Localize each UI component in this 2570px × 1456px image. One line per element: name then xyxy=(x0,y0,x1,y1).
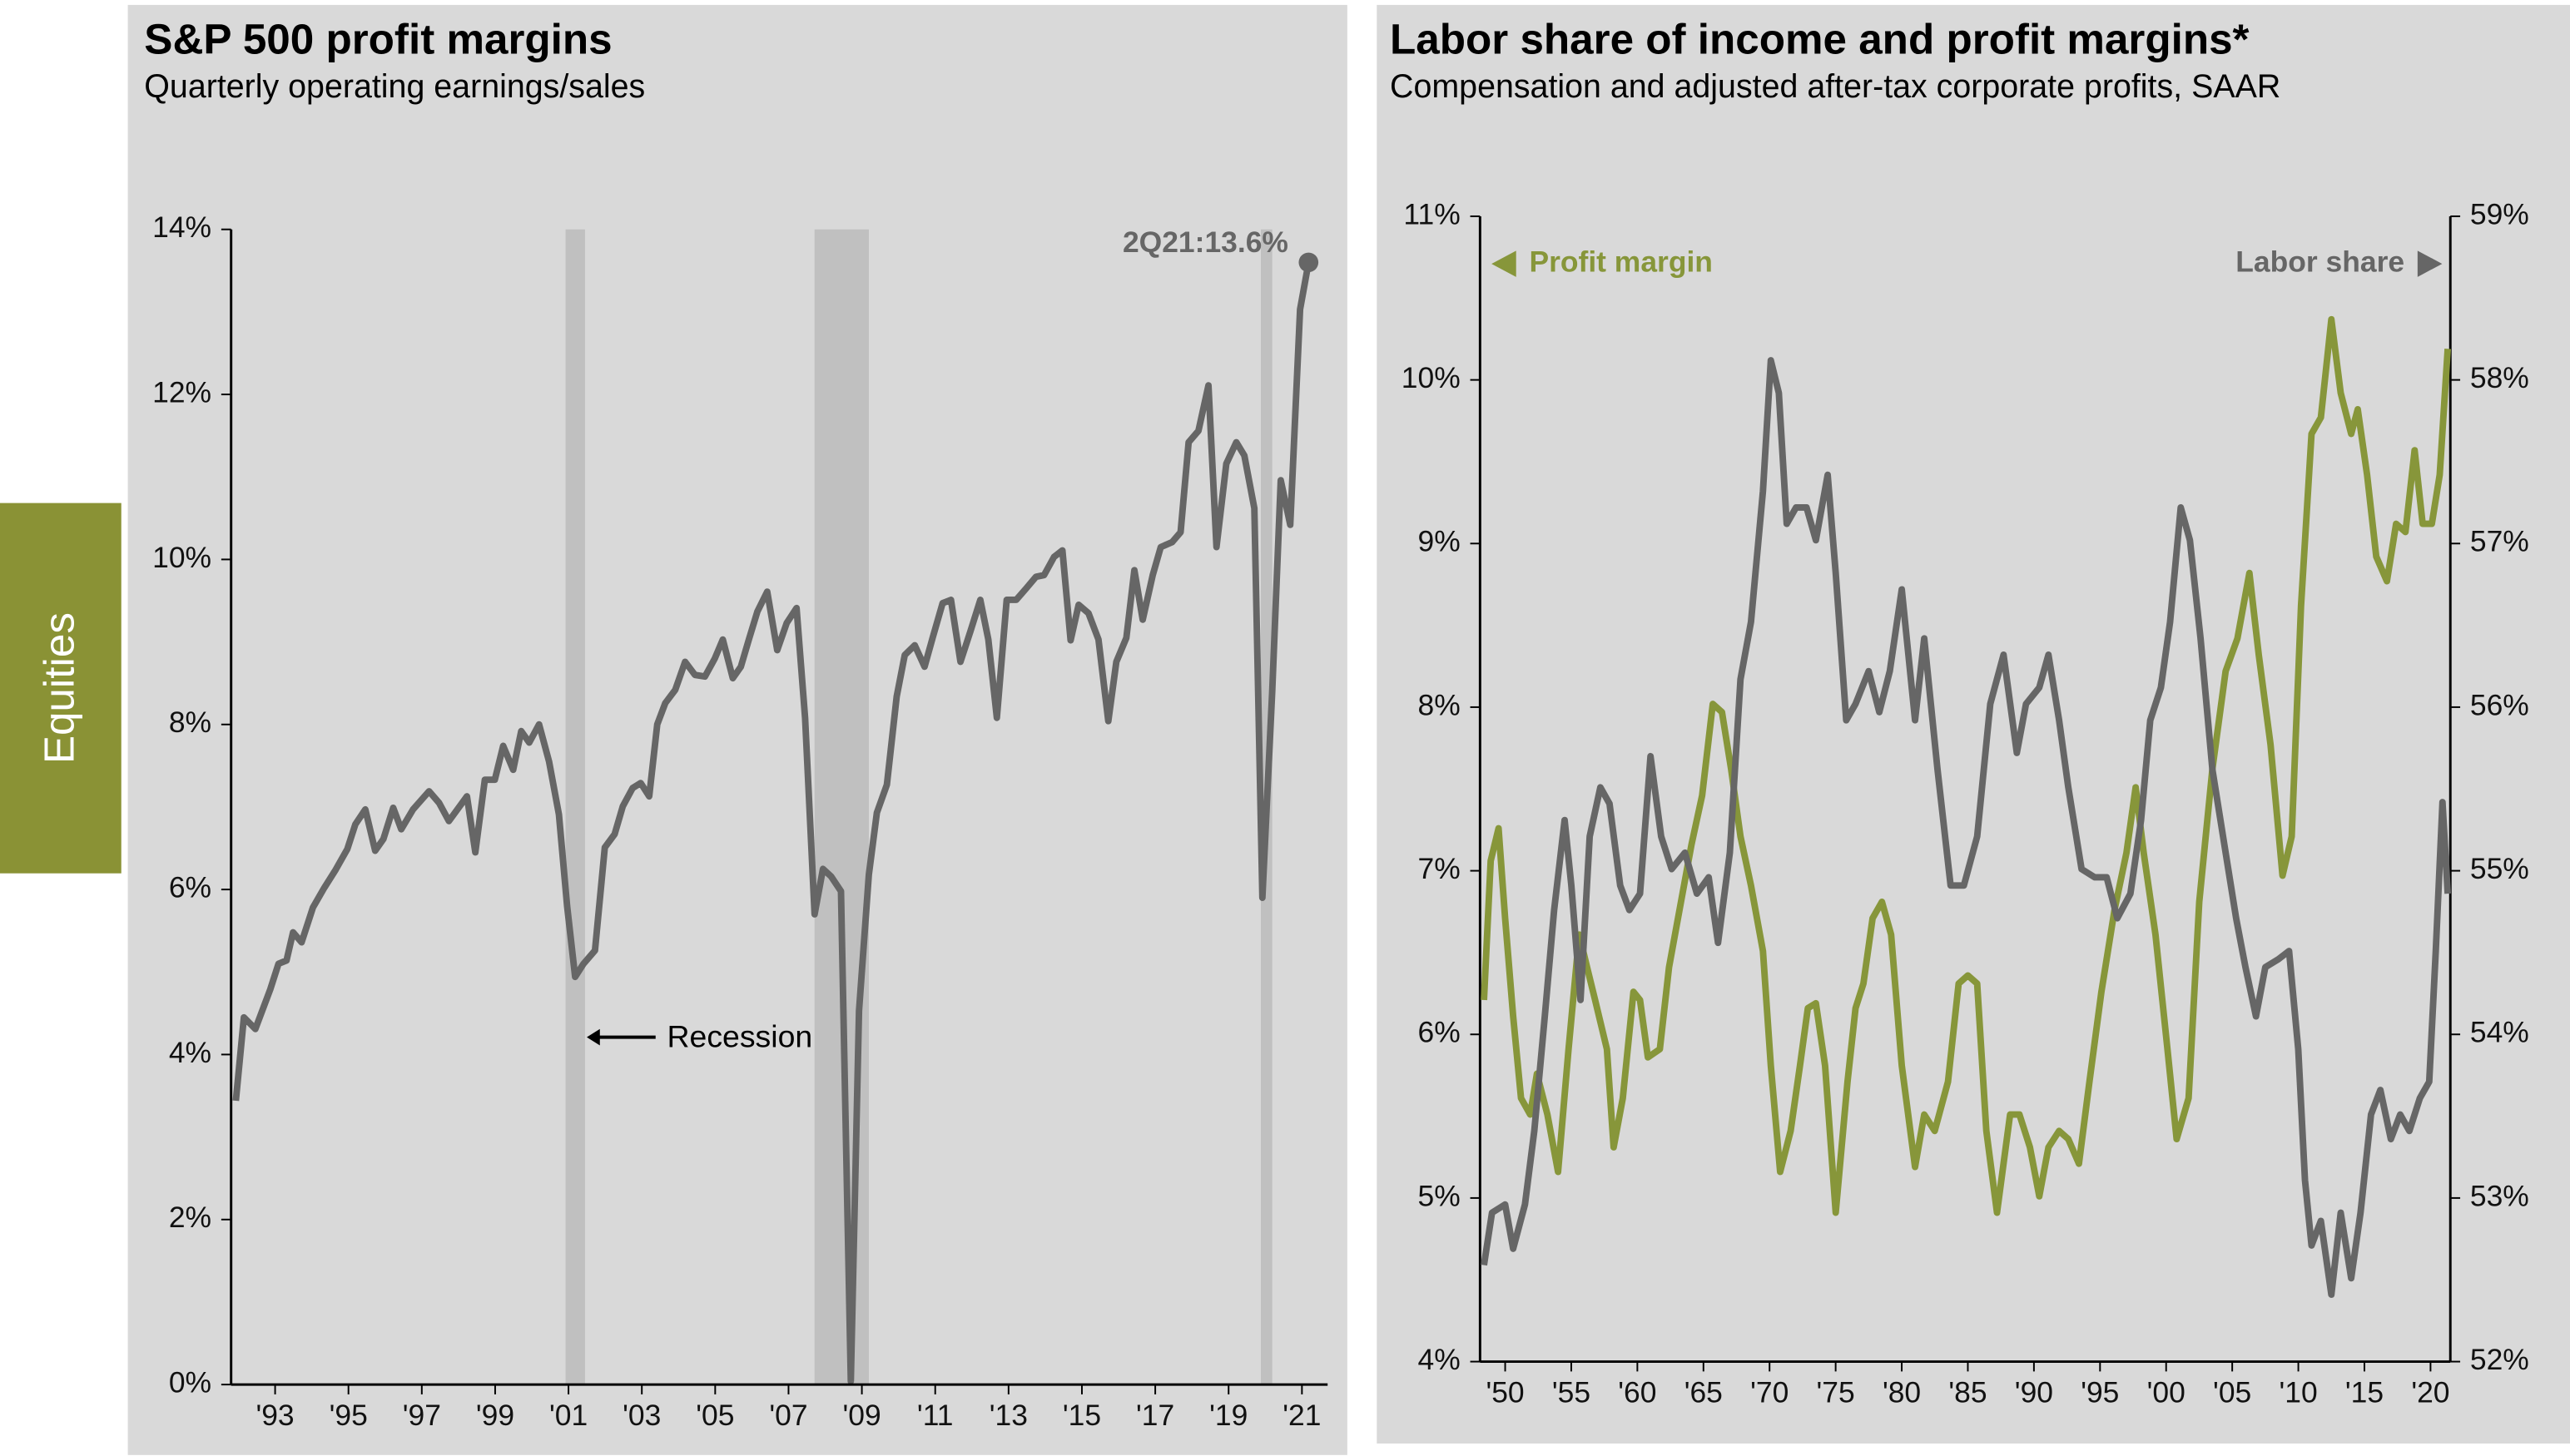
y-tick-label: 6% xyxy=(169,870,211,904)
y-tick-label: 7% xyxy=(1418,852,1461,885)
legend-label: Profit margin xyxy=(1529,245,1713,278)
legend-label: Labor share xyxy=(2235,245,2404,278)
x-tick-label: '20 xyxy=(2411,1375,2449,1409)
y2-tick-label: 56% xyxy=(2470,688,2529,721)
recession-band xyxy=(565,229,585,1385)
panel-right xyxy=(1377,4,2570,1444)
x-tick-label: '13 xyxy=(990,1399,1028,1432)
x-tick-label: '15 xyxy=(1063,1399,1101,1432)
x-tick-label: '09 xyxy=(842,1399,881,1432)
x-tick-label: '97 xyxy=(403,1399,441,1432)
y-tick-label: 9% xyxy=(1418,525,1461,558)
x-tick-label: '00 xyxy=(2147,1375,2185,1409)
x-tick-label: '55 xyxy=(1552,1375,1590,1409)
x-tick-label: '60 xyxy=(1618,1375,1656,1409)
y-tick-label: 8% xyxy=(1418,688,1461,721)
x-tick-label: '70 xyxy=(1750,1375,1789,1409)
y2-tick-label: 58% xyxy=(2470,361,2529,394)
chart-subtitle: Compensation and adjusted after-tax corp… xyxy=(1390,68,2280,105)
chart-subtitle: Quarterly operating earnings/sales xyxy=(144,68,645,105)
x-tick-label: '95 xyxy=(330,1399,368,1432)
y-tick-label: 6% xyxy=(1418,1016,1461,1049)
x-tick-label: '75 xyxy=(1817,1375,1855,1409)
x-tick-label: '93 xyxy=(256,1399,294,1432)
legend-arrow xyxy=(1491,250,1516,277)
annotation: Recession xyxy=(667,1018,813,1053)
end-label: 2Q21:13.6% xyxy=(1123,225,1288,259)
data-line xyxy=(1481,357,2452,1298)
x-tick-label: '85 xyxy=(1948,1375,1987,1409)
y2-tick-label: 53% xyxy=(2470,1179,2529,1212)
data-line xyxy=(1481,315,2452,1216)
y-tick-label: 10% xyxy=(152,541,211,574)
x-tick-label: '01 xyxy=(549,1399,588,1432)
y-tick-label: 8% xyxy=(169,706,211,739)
y-tick-label: 0% xyxy=(169,1365,211,1399)
y2-tick-label: 55% xyxy=(2470,852,2529,885)
recession-band xyxy=(814,229,869,1385)
x-tick-label: '17 xyxy=(1136,1399,1174,1432)
y-tick-label: 12% xyxy=(152,375,211,409)
x-tick-label: '15 xyxy=(2345,1375,2384,1409)
x-tick-label: '90 xyxy=(2015,1375,2053,1409)
y-tick-label: 14% xyxy=(152,210,211,244)
sidebar-label: Equities xyxy=(35,612,82,764)
chart-title: Labor share of income and profit margins… xyxy=(1390,16,2250,63)
sidebar-tab xyxy=(0,503,122,874)
y-tick-label: 5% xyxy=(1418,1179,1461,1212)
x-tick-label: '05 xyxy=(696,1399,734,1432)
x-tick-label: '80 xyxy=(1883,1375,1921,1409)
annotation-arrowhead xyxy=(587,1028,600,1046)
x-tick-label: '07 xyxy=(769,1399,807,1432)
x-tick-label: '19 xyxy=(1209,1399,1248,1432)
legend-arrow xyxy=(2417,250,2443,277)
end-point xyxy=(1298,252,1319,273)
y2-tick-label: 57% xyxy=(2470,525,2529,558)
x-tick-label: '95 xyxy=(2081,1375,2119,1409)
x-tick-label: '99 xyxy=(476,1399,514,1432)
y-tick-label: 4% xyxy=(1418,1343,1461,1376)
y2-tick-label: 54% xyxy=(2470,1016,2529,1049)
x-tick-label: '65 xyxy=(1684,1375,1723,1409)
x-tick-label: '10 xyxy=(2279,1375,2317,1409)
x-tick-label: '21 xyxy=(1283,1399,1321,1432)
x-tick-label: '11 xyxy=(917,1399,954,1432)
y-tick-label: 2% xyxy=(169,1201,211,1234)
x-tick-label: '05 xyxy=(2213,1375,2251,1409)
y2-tick-label: 59% xyxy=(2470,197,2529,230)
y-tick-label: 10% xyxy=(1402,361,1461,394)
x-tick-label: '03 xyxy=(623,1399,661,1432)
y-tick-label: 4% xyxy=(169,1036,211,1069)
panel-left xyxy=(127,4,1347,1455)
y-tick-label: 11% xyxy=(1403,197,1460,230)
chart-title: S&P 500 profit margins xyxy=(144,16,612,63)
data-line xyxy=(232,261,1312,1385)
x-tick-label: '50 xyxy=(1486,1375,1524,1409)
y2-tick-label: 52% xyxy=(2470,1343,2529,1376)
